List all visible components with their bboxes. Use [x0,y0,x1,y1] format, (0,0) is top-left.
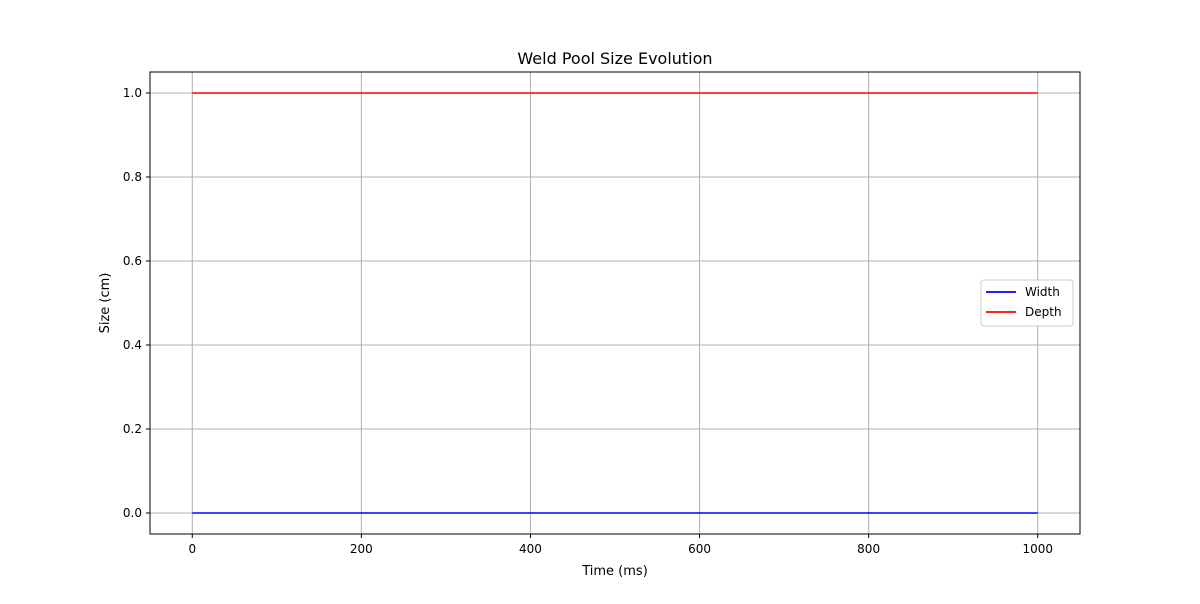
y-tick-label: 1.0 [123,86,142,100]
y-tick-label: 0.2 [123,422,142,436]
x-tick-label: 0 [188,542,196,556]
legend-label-depth: Depth [1025,305,1062,319]
y-tick-label: 0.6 [123,254,142,268]
legend: Width Depth [980,279,1074,327]
y-axis-ticks: 0.0 0.2 0.4 0.6 0.8 1.0 [123,86,150,520]
chart-title: Weld Pool Size Evolution [517,49,712,68]
legend-items: Width Depth [986,285,1062,319]
y-tick-label: 0.4 [123,338,142,352]
y-tick-label: 0.0 [123,506,142,520]
x-tick-label: 600 [688,542,711,556]
series-lines [192,92,1038,514]
x-tick-label: 200 [350,542,373,556]
x-tick-label: 1000 [1022,542,1053,556]
x-tick-label: 800 [857,542,880,556]
y-axis-label: Size (cm) [98,273,113,334]
x-tick-label: 400 [519,542,542,556]
x-axis-ticks: 0 200 400 600 800 1000 [188,534,1053,556]
legend-label-width: Width [1025,285,1060,299]
x-axis-label: Time (ms) [581,564,648,579]
y-tick-label: 0.8 [123,170,142,184]
plot-frame [149,71,1081,535]
